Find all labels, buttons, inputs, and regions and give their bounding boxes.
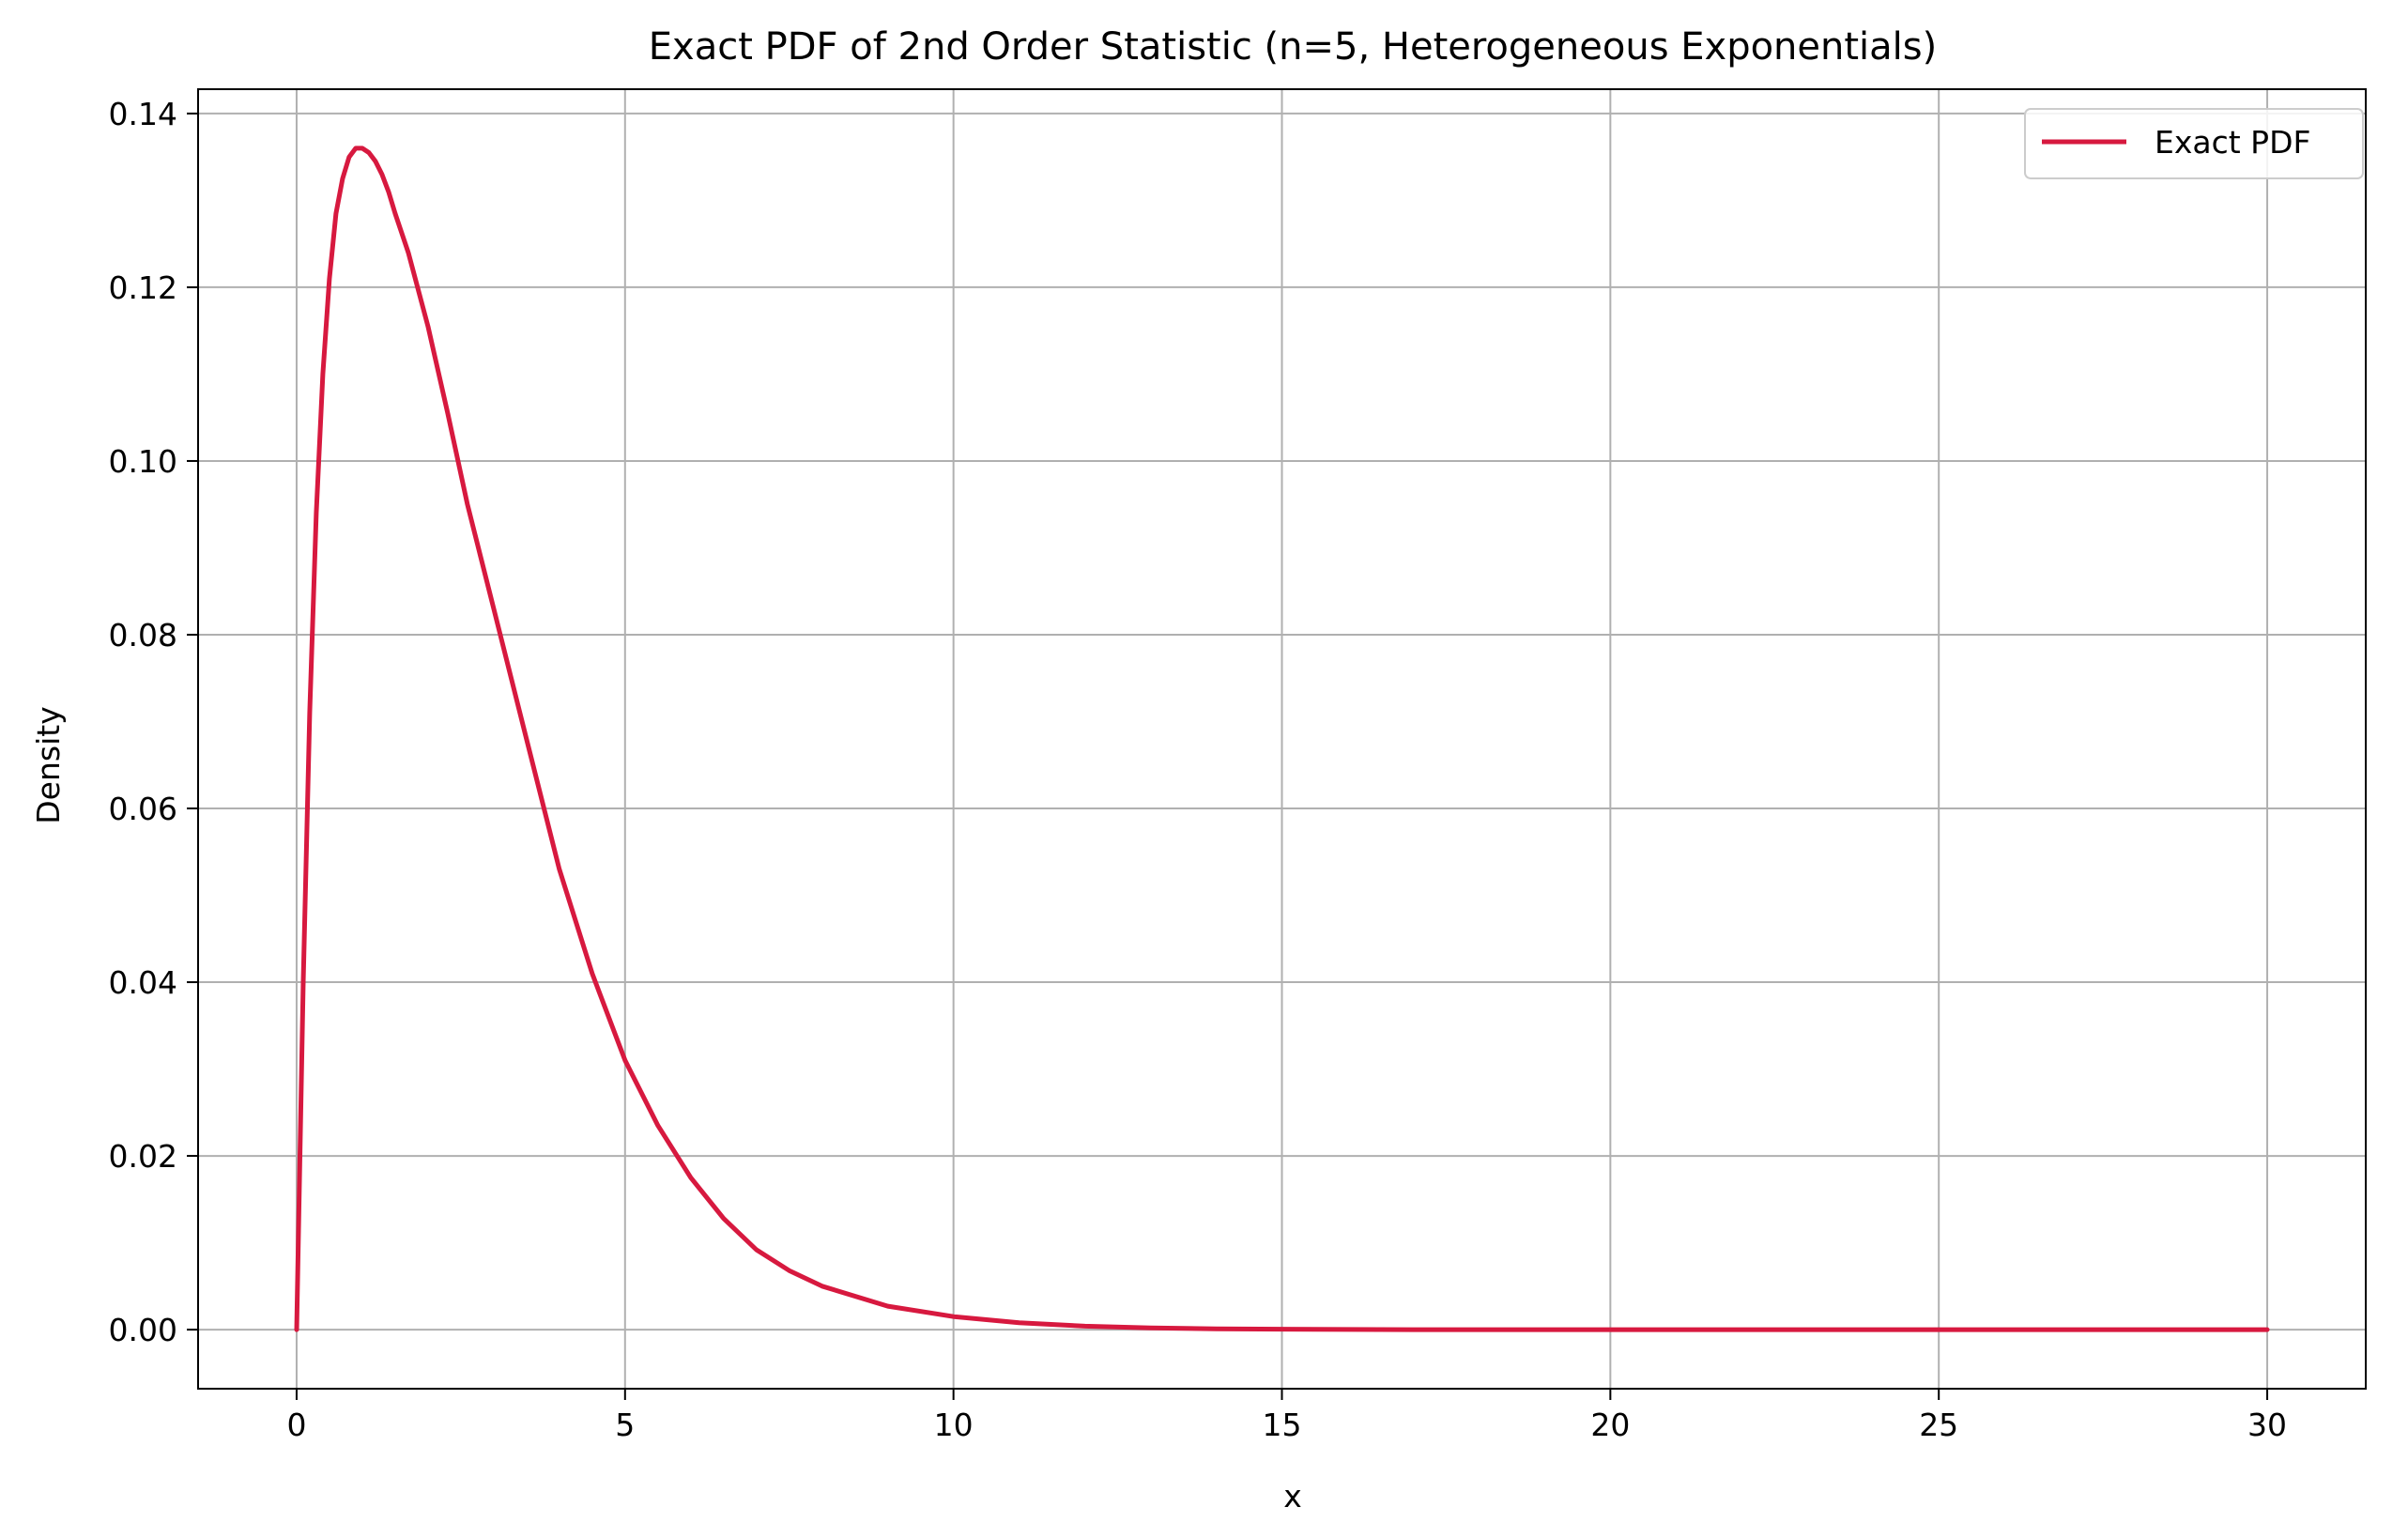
x-axis-label: x <box>1283 1478 1302 1515</box>
legend-label-exact-pdf: Exact PDF <box>2155 124 2310 161</box>
y-tick-label: 0.02 <box>109 1138 177 1175</box>
y-tick-label: 0.04 <box>109 964 177 1001</box>
x-tick-label: 0 <box>286 1407 306 1443</box>
y-axis-label: Density <box>30 706 67 823</box>
x-tick-label: 5 <box>615 1407 635 1443</box>
x-tick-label: 25 <box>1919 1407 1958 1443</box>
y-tick-label: 0.12 <box>109 269 177 306</box>
y-tick-label: 0.10 <box>109 443 177 480</box>
legend: Exact PDF <box>2024 108 2364 179</box>
chart-title: Exact PDF of 2nd Order Statistic (n=5, H… <box>649 25 1937 69</box>
x-tick-label: 30 <box>2247 1407 2287 1443</box>
y-tick-label: 0.14 <box>109 96 177 132</box>
y-tick-label: 0.08 <box>109 617 177 654</box>
x-axis-ticks: 0 5 10 15 20 25 30 <box>286 1389 2287 1443</box>
x-tick-label: 10 <box>934 1407 974 1443</box>
y-tick-label: 0.00 <box>109 1312 177 1348</box>
series-line-exact-pdf <box>294 146 2270 1332</box>
legend-box <box>2024 108 2364 179</box>
x-tick-label: 20 <box>1590 1407 1630 1443</box>
y-axis-ticks: 0.00 0.02 0.04 0.06 0.08 0.10 0.12 0.14 <box>109 96 198 1348</box>
grid-lines <box>198 89 2366 1389</box>
series-layer <box>294 146 2270 1332</box>
x-tick-label: 15 <box>1263 1407 1302 1443</box>
y-tick-label: 0.06 <box>109 791 177 827</box>
